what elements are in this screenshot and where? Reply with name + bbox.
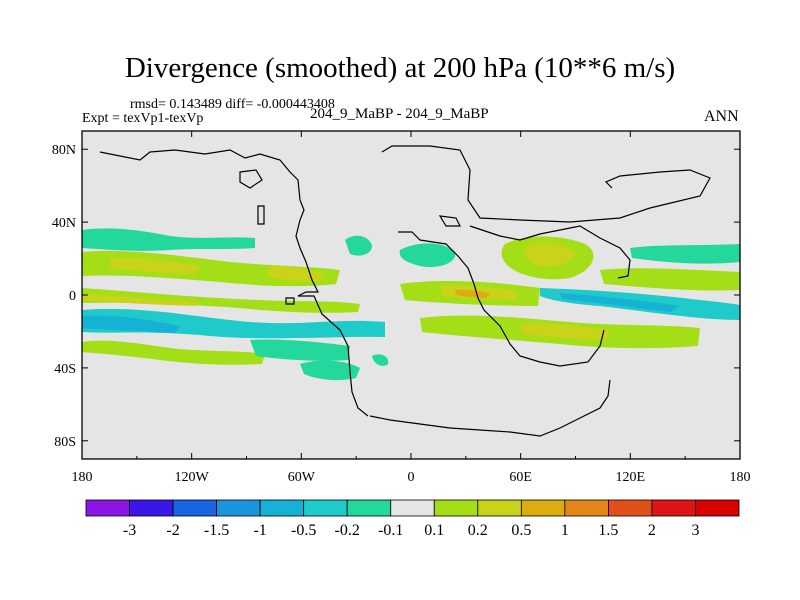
contour-neg-blob-pacific-n [630,244,740,264]
outline-eurasia [381,145,711,223]
outline-greenland [239,169,263,189]
contour-pos-blob-pacific [600,268,740,291]
contour-neg-core-east [560,293,680,312]
case-label: 204_9_MaBP - 204_9_MaBP [310,106,489,122]
contour-neg-blob-atlantic [345,235,372,256]
contour-neg-band-35n [82,228,255,251]
experiment-label: Expt = texVp1-texVp [82,111,204,126]
y-tick-label: 80S [54,435,76,450]
contour-pos-core-equator [82,294,200,306]
colorbar-label: 2 [648,522,656,539]
contour-neg-band-south-low [300,360,360,381]
contour-pos-band-south-w [82,340,265,365]
colorbar-label: -1 [253,522,266,539]
colorbar-swatch [433,499,479,517]
colorbar-swatch [390,499,435,517]
contour-pos-core-atlantic-b [455,289,490,298]
colorbar-label: 0.5 [511,522,531,539]
colorbar-label: 1.5 [598,522,618,539]
colorbar-label: 1 [561,522,569,539]
axes: 180 120W 60W 0 60E 120E 180 80N 40N 0 40S 80S [52,131,751,485]
colorbar-label: -2 [166,522,179,539]
contour-pos-core-south [520,323,610,340]
outline-asia-coast [469,225,631,279]
x-tick-label: 60E [509,470,532,485]
colorbar-swatch [303,499,348,517]
contour-neg-core-south [82,315,180,333]
season-label: ANN [704,108,739,125]
colorbar-swatch [216,499,261,517]
continent-outlines [99,145,711,437]
y-tick-label: 40S [54,362,76,377]
colorbar-swatch [129,499,174,517]
outline-island-c [438,215,461,227]
colorbar-label: -0.2 [335,522,360,539]
x-tick-label: 0 [408,470,415,485]
colorbar: -3 -2 -1.5 -1 -0.5 -0.2 -0.1 0.1 0.2 0.5 1 1.5 2 3 [85,499,740,539]
colorbar-label: 3 [691,522,699,539]
contour-pos-core-15n [110,257,200,274]
contour-pos-band-equator [82,288,360,313]
x-tick-label: 120W [175,470,210,485]
colorbar-swatch [651,499,696,517]
x-tick-label: 120E [616,470,646,485]
x-tick-label: 180 [72,470,93,485]
y-tick-label: 0 [69,289,76,304]
x-tick-label: 60W [288,470,316,485]
colorbar-swatch [346,499,392,517]
outline-island-b [285,297,295,305]
colorbar-label: -1.5 [204,522,229,539]
outline-north-america [99,149,319,297]
y-tick-label: 80N [52,143,76,158]
colorbar-label: -3 [123,522,136,539]
colorbar-swatch [85,499,130,517]
contour-neg-band-south-mid [250,339,350,361]
colorbar-swatch [564,499,609,517]
contour-neg-blob-africa [399,243,456,268]
x-tick-label: 180 [730,470,751,485]
outline-south-america [298,295,369,417]
contour-neg-blob-southern-ocean [372,354,389,366]
outline-island-a [257,205,265,225]
contour-pos-core-asia [524,243,575,267]
outline-africa [398,231,605,367]
chart-title: Divergence (smoothed) at 200 hPa (10**6 … [124,52,676,84]
colorbar-swatch [695,499,740,517]
colorbar-swatch [172,499,217,517]
stats-label: rmsd= 0.143489 diff= -0.000443408 [130,97,335,112]
colorbar-label: -0.1 [378,522,403,539]
colorbar-label: 0.1 [424,522,444,539]
colorbar-swatch [608,499,653,517]
colorbar-label: 0.2 [468,522,488,539]
colorbar-swatch [259,499,305,517]
colorbar-label: -0.5 [291,522,316,539]
outline-antarctica [369,379,611,437]
colorbar-swatch [520,499,566,517]
colorbar-swatch [477,499,522,517]
y-tick-label: 40N [52,216,76,231]
